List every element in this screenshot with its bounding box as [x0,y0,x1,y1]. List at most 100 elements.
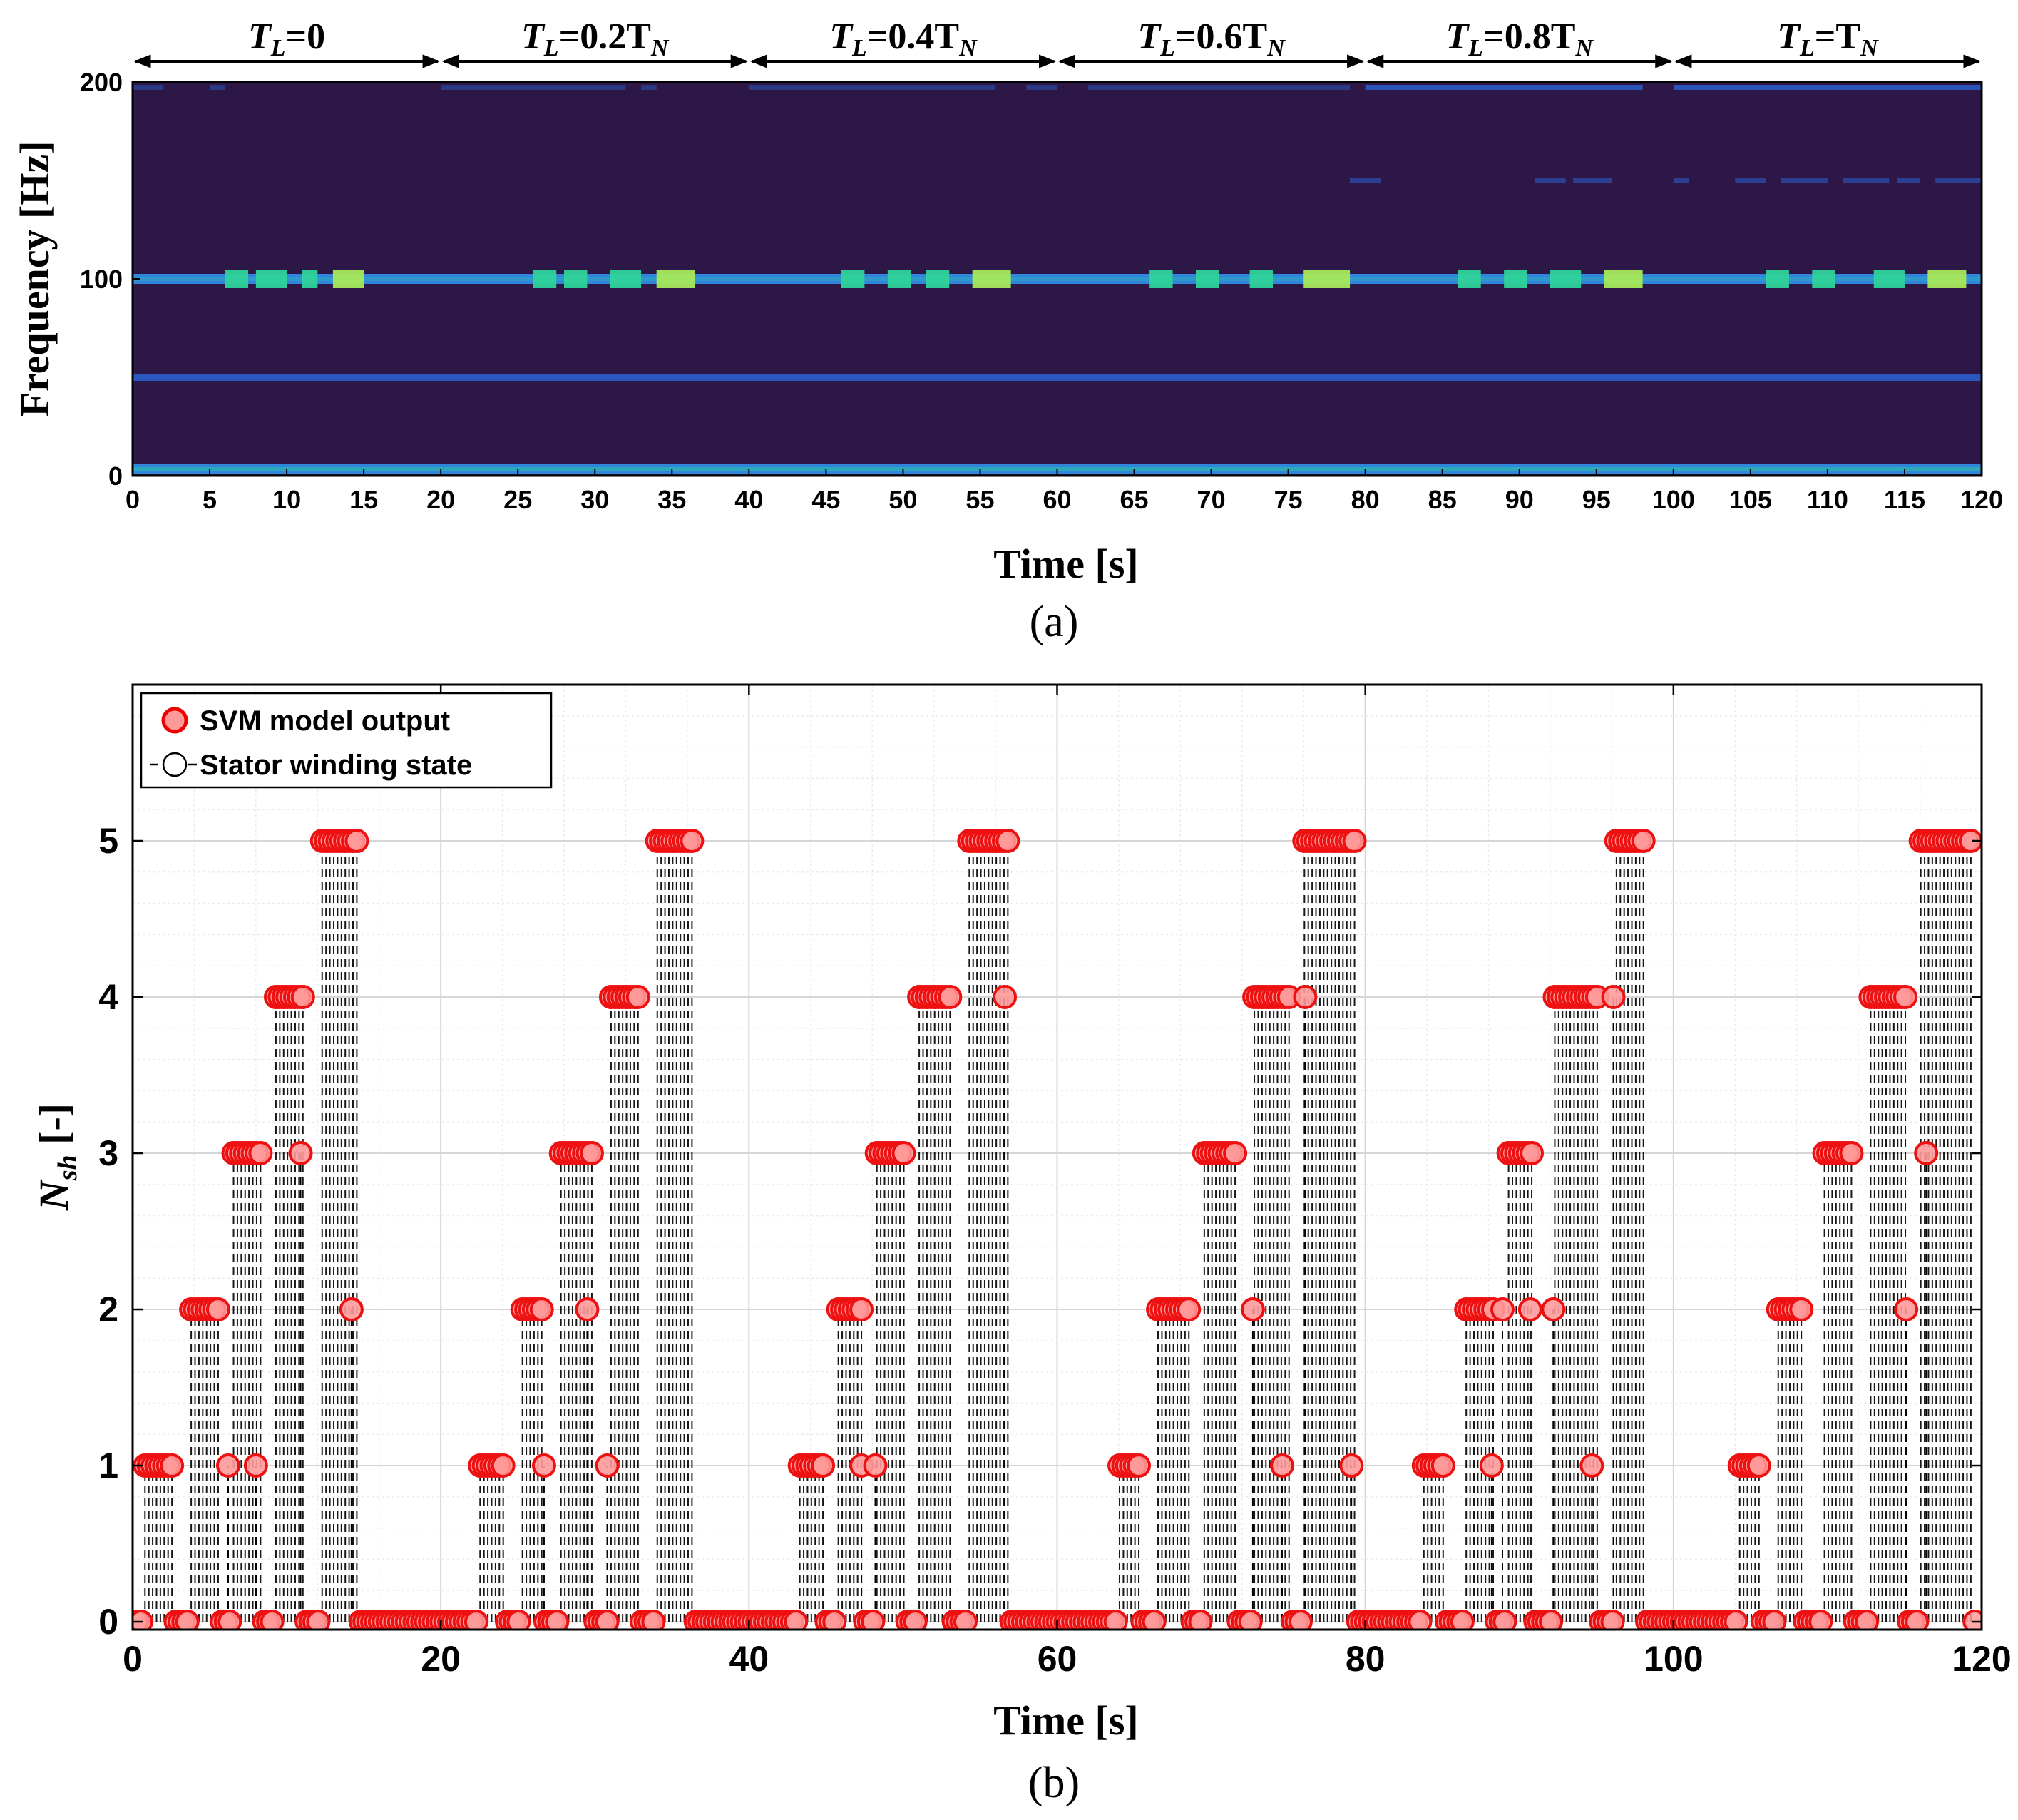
state-plot-ylabel: Nsh [-] [31,1103,83,1211]
state-plot-ylabel-sub: sh [53,1155,83,1181]
load-segment-label: TL=0 [248,16,325,61]
load-segment-symbol: T [248,16,272,57]
load-segment-label: TL=0.8TN [1446,16,1594,61]
heatmap-band-200hz-fragment [641,85,657,90]
spectrogram-xlabel: Time [s] [993,541,1139,587]
state-plot-ytick-label: 3 [98,1133,118,1173]
load-segment-subscript: L [851,35,867,61]
load-segment-symbol: T [1137,16,1162,57]
svm-output-marker [1808,1610,1833,1630]
spectrogram-xtick-label: 70 [1197,485,1226,514]
svm-output-marker [579,1141,604,1166]
svm-deviation-marker [531,1453,556,1478]
svm-output-marker [463,1610,488,1630]
spectrogram-axes: 0 5 10 15 20 25 30 35 40 45 50 55 60 65 70 75 80 85 90 95 10… [80,68,2003,514]
spectrogram-xtick-label: 90 [1505,485,1534,514]
state-plot-ytick-label: 1 [98,1446,118,1486]
heatmap-bright-spot [1812,270,1835,288]
state-plot-xtick-label: 20 [421,1639,461,1679]
svm-deviation-marker [1541,1297,1566,1322]
heatmap-bright-spot [1927,270,1967,288]
svm-output-marker [217,1610,242,1630]
svm-output-marker [1288,1610,1313,1630]
load-segment-value: =0 [286,16,326,57]
svm-output-marker [1839,1141,1864,1166]
spectrogram-ytick-label: 0 [108,461,123,491]
heatmap-bright-spot [1249,270,1274,288]
svm-output-marker [1223,1141,1248,1166]
svm-deviation-marker [1339,1453,1364,1478]
heatmap-band-200hz-fragment [133,85,164,90]
heatmap-bright-spot [225,270,249,288]
heatmap-bright-spot [564,270,588,288]
state-plot-axes: 0 20 40 60 80 100 120 0 1 2 3 4 5 [98,685,2012,1679]
load-segment-value: =T [1815,16,1860,57]
svm-output-marker [1342,829,1367,854]
legend: SVM model output Stator winding state [140,692,553,789]
state-plot-ytick-label: 4 [98,977,118,1017]
heatmap-bright-spot [1458,270,1481,288]
load-segment-subscript: L [1159,35,1175,61]
heatmap-band-200hz-fragment [1087,85,1351,90]
heatmap-band [133,374,1982,381]
svm-output-marker [545,1610,570,1630]
load-segment-symbol: T [1777,16,1801,57]
heatmap-bright-spot [610,270,642,288]
svm-output-marker [1142,1610,1167,1630]
state-plot-ylabel-main: N [31,1179,77,1211]
spectrogram-xtick-label: 30 [580,485,609,514]
svm-output-marker [1238,1610,1263,1630]
svm-deviation-marker [1490,1297,1515,1322]
heatmap-band-150hz-fragment [1897,178,1920,183]
svm-output-marker [160,1453,185,1478]
spectrogram-ylabel: Frequency [Hz] [11,140,58,416]
svm-output-marker [903,1610,928,1630]
spectrogram-ytick-label: 200 [80,68,123,97]
svm-output-marker [306,1610,331,1630]
svm-deviation-marker [993,985,1018,1010]
load-segment-value: =0.4T [867,16,959,57]
panel-b-caption: (b) [1028,1759,1080,1807]
load-segment-subscript: L [1468,35,1483,61]
spectrogram-xtick-label: 35 [657,485,686,514]
heatmap-bright-spot [1550,270,1582,288]
heatmap-bright-spot [332,270,364,288]
heatmap-bright-spot [255,270,287,288]
svm-output-marker [1450,1610,1475,1630]
svm-output-marker [1631,829,1656,854]
state-plot-ytick-label: 5 [98,821,118,861]
svm-deviation-marker [1517,1297,1542,1322]
svm-deviation-marker [1914,1141,1939,1166]
heatmap-band-150hz-fragment [1573,178,1612,183]
load-segment-subscript: L [1799,35,1815,61]
svm-output-marker [1600,1610,1625,1630]
svm-output-marker [861,1610,886,1630]
svm-output-marker [260,1610,285,1630]
heatmap-bright-spot [1149,270,1173,288]
svm-output-marker [891,1141,916,1166]
heatmap-bright-spot [972,270,1011,288]
svm-output-marker [1893,985,1918,1010]
svm-output-marker [133,1610,153,1630]
load-segment-symbol: T [521,16,546,57]
svm-output-marker [1724,1610,1748,1630]
svm-deviation-marker [595,1453,620,1478]
heatmap-bright-spot [1303,270,1351,288]
spectrogram-heatmap [133,82,1982,476]
heatmap-bright-spot [302,270,318,288]
spectrogram-xtick-label: 0 [126,485,140,514]
heatmap-bright-spot [1195,270,1219,288]
load-segment-label: TL=0.6TN [1137,16,1286,61]
load-segment-value: =0.2T [559,16,651,57]
load-segment-subscript: N [650,35,670,61]
svm-output-marker [680,829,705,854]
svm-output-marker [1905,1610,1930,1630]
svm-output-marker [1408,1610,1433,1630]
load-segment-arrows: TL=0 TL=0.2TN TL=0.4TN TL=0.6TN TL=0.8TN TL=T… [133,16,1981,68]
spectrogram-xtick-label: 85 [1428,485,1457,514]
load-segment-subscript: N [1266,35,1286,61]
spectrogram-xtick-label: 5 [203,485,217,514]
svm-output-marker [248,1141,273,1166]
svm-deviation-marker [1240,1297,1265,1322]
state-plot-xtick-label: 120 [1952,1639,2011,1679]
